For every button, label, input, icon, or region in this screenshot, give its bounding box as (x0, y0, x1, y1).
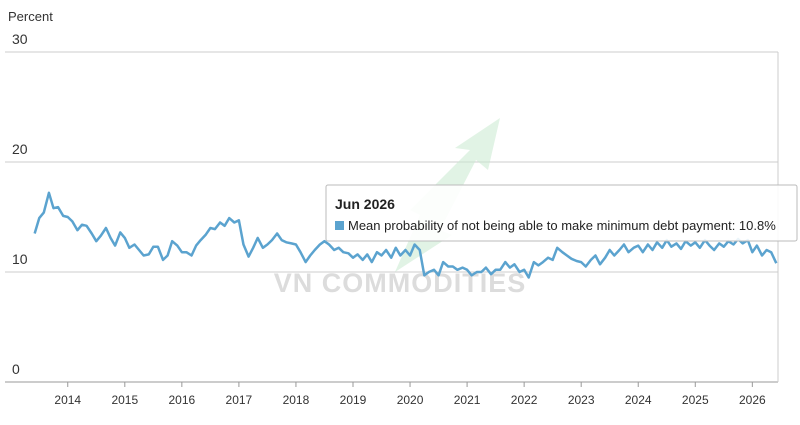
x-tick-label: 2024 (625, 393, 652, 407)
x-tick-label: 2019 (340, 393, 367, 407)
x-tick-label: 2022 (511, 393, 538, 407)
x-tick-label: 2020 (397, 393, 424, 407)
plot (33, 191, 778, 279)
y-tick-label: 30 (12, 31, 28, 47)
tooltip-title: Jun 2026 (335, 196, 395, 212)
x-tick-label: 2021 (454, 393, 481, 407)
x-tick-label: 2026 (739, 393, 766, 407)
x-tick-label: 2023 (568, 393, 595, 407)
x-tick-label: 2018 (283, 393, 310, 407)
tooltip-text: Mean probability of not being able to ma… (348, 218, 776, 233)
grid: 0 10 20 30 2014 2015 2016 2017 2018 2019 2020 2021 2… (5, 31, 779, 407)
x-tick-label: 2025 (682, 393, 709, 407)
data-line (33, 191, 778, 279)
y-axis-label: Percent (8, 9, 53, 24)
x-tick-label: 2016 (168, 393, 195, 407)
watermark: VN COMMODITIES (274, 268, 527, 298)
tooltip-box (325, 184, 798, 242)
x-tick-label: 2015 (111, 393, 138, 407)
x-tick-label: 2017 (226, 393, 253, 407)
y-tick-label: 10 (12, 251, 28, 267)
tooltip: Jun 2026 Mean probability of not being a… (325, 184, 798, 242)
y-tick-label: 20 (12, 141, 28, 157)
x-tick-label: 2014 (54, 393, 81, 407)
tooltip-swatch (335, 221, 344, 230)
y-tick-label: 0 (12, 361, 20, 377)
